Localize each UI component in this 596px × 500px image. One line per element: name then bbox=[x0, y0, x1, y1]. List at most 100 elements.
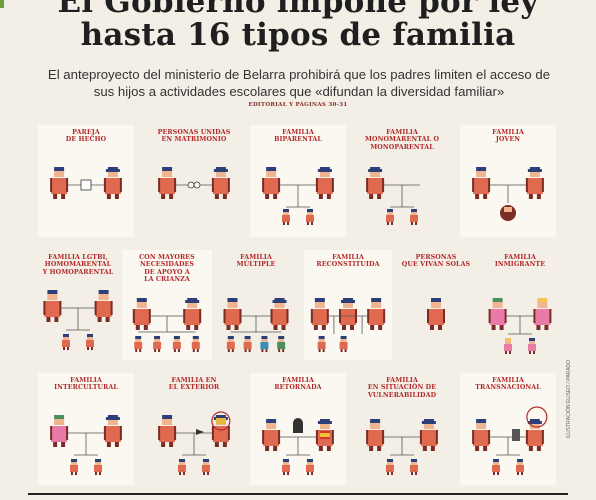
adult-figure-icon bbox=[533, 298, 552, 330]
family-type-title: FAMILIA TRANSNACIONAL bbox=[475, 377, 541, 392]
adult-figure-icon bbox=[50, 415, 69, 447]
family-illustration bbox=[223, 298, 289, 352]
child-figure-icon bbox=[70, 459, 78, 475]
child-figure-icon bbox=[386, 209, 394, 225]
ring-icon bbox=[193, 181, 201, 189]
family-type-title: FAMILIA RETORNADA bbox=[274, 377, 322, 392]
family-type-title: FAMILIA INTERCULTURAL bbox=[54, 377, 118, 392]
child-figure-icon bbox=[306, 459, 314, 475]
family-illustration bbox=[43, 290, 113, 350]
family-type-title: PERSONAS QUE VIVAN SOLAS bbox=[401, 254, 471, 269]
headline-line-1: El Gobierno impone por ley bbox=[57, 0, 539, 20]
family-illustration bbox=[427, 298, 445, 330]
family-panel-lgtbi: FAMILIA LGTBI, HOMOMARENTAL Y HOMOPARENT… bbox=[38, 250, 118, 360]
child-figure-icon bbox=[516, 459, 524, 475]
family-illustration bbox=[310, 298, 386, 352]
family-illustration bbox=[472, 406, 548, 475]
family-illustration bbox=[132, 298, 202, 352]
headline-line-2: hasta 16 tipos de familia bbox=[80, 17, 516, 53]
child-figure-icon bbox=[504, 338, 512, 354]
child-figure-icon bbox=[226, 336, 235, 352]
ring-icon bbox=[187, 181, 195, 189]
adult-figure-icon bbox=[94, 290, 113, 322]
child-figure-icon bbox=[317, 336, 326, 352]
adult-figure-icon bbox=[367, 298, 386, 330]
family-illustration bbox=[262, 418, 334, 475]
family-panel-viven-solas: PERSONAS QUE VIVAN SOLAS bbox=[396, 250, 476, 360]
family-illustration bbox=[158, 411, 231, 475]
child-figure-icon bbox=[172, 336, 181, 352]
child-figure-icon bbox=[62, 334, 70, 350]
adult-figure-icon bbox=[103, 415, 122, 447]
adult-figure-icon bbox=[262, 419, 281, 451]
family-panel-mayores-necesidades: CON MAYORES NECESIDADES DE APOYO A LA CR… bbox=[122, 250, 212, 360]
adult-figure-icon bbox=[43, 290, 62, 322]
family-type-title: FAMILIA INMIGRANTE bbox=[494, 254, 546, 269]
adult-figure-icon bbox=[132, 298, 151, 330]
adult-figure-icon bbox=[525, 167, 544, 199]
illustration-credit: ILUSTRACIÓN ELISEO / PARADO bbox=[566, 360, 572, 438]
adult-figure-icon bbox=[366, 167, 385, 199]
adult-figure-icon bbox=[366, 419, 385, 451]
adult-figure-icon bbox=[103, 167, 122, 199]
phone-icon bbox=[512, 429, 520, 441]
family-type-title: FAMILIA BIPARENTAL bbox=[274, 129, 322, 144]
family-panel-joven: FAMILIA JOVEN bbox=[460, 125, 556, 237]
family-panel-inmigrante: FAMILIA INMIGRANTE bbox=[480, 250, 560, 360]
family-illustration bbox=[366, 419, 438, 475]
child-figure-icon bbox=[134, 336, 143, 352]
family-illustration bbox=[472, 167, 544, 221]
adult-figure-icon bbox=[315, 167, 334, 199]
family-panel-pareja-de-hecho: PAREJA DE HECHO bbox=[38, 125, 134, 237]
family-panel-biparental: FAMILIA BIPARENTAL bbox=[250, 125, 346, 237]
family-panel-retornada: FAMILIA RETORNADA bbox=[250, 373, 346, 485]
child-figure-icon bbox=[492, 459, 500, 475]
child-figure-icon bbox=[260, 336, 269, 352]
adult-figure-icon bbox=[310, 298, 329, 330]
adult-figure-icon bbox=[223, 298, 242, 330]
editorial-reference: EDITORIAL Y PÁGINAS 30-31 bbox=[248, 102, 348, 108]
child-figure-icon bbox=[410, 459, 418, 475]
adult-figure-icon bbox=[158, 167, 177, 199]
adult-figure-icon bbox=[183, 298, 202, 330]
document-icon bbox=[80, 179, 92, 191]
family-panel-unidas-matrimonio: PERSONAS UNIDAS EN MATRIMONIO bbox=[146, 125, 242, 237]
adult-figure-icon bbox=[419, 419, 438, 451]
family-type-title: FAMILIA EN EL EXTERIOR bbox=[168, 377, 220, 392]
adult-figure-icon bbox=[488, 298, 507, 330]
child-figure-icon bbox=[277, 336, 286, 352]
family-type-title: FAMILIA EN SITUACIÓN DE VULNERABILIDAD bbox=[367, 377, 437, 399]
adult-figure-icon bbox=[525, 419, 544, 451]
family-type-title: CON MAYORES NECESIDADES DE APOYO A LA CR… bbox=[139, 254, 195, 284]
child-figure-icon bbox=[410, 209, 418, 225]
section-color-mark bbox=[0, 0, 4, 8]
subheadline: El anteproyecto del ministerio de Belarr… bbox=[47, 67, 551, 99]
family-type-title: FAMILIA MÚLTIPLE bbox=[236, 254, 276, 269]
family-panel-reconstituida: FAMILIA RECONSTITUIDA bbox=[304, 250, 392, 360]
child-figure-icon bbox=[528, 338, 536, 354]
family-illustration bbox=[366, 167, 420, 225]
child-figure-icon bbox=[243, 336, 252, 352]
headline: El Gobierno impone por ley hasta 16 tipo… bbox=[0, 0, 596, 52]
child-figure-icon bbox=[153, 336, 162, 352]
child-figure-icon bbox=[386, 459, 394, 475]
family-illustration bbox=[50, 167, 122, 199]
family-panel-transnacional: FAMILIA TRANSNACIONAL bbox=[460, 373, 556, 485]
adult-figure-icon bbox=[270, 298, 289, 330]
child-figure-icon bbox=[94, 459, 102, 475]
adult-figure-icon bbox=[211, 167, 230, 199]
child-figure-icon bbox=[191, 336, 200, 352]
family-panel-intercultural: FAMILIA INTERCULTURAL bbox=[38, 373, 134, 485]
family-illustration bbox=[158, 167, 230, 199]
child-figure-icon bbox=[178, 459, 186, 475]
adult-figure-icon bbox=[50, 167, 69, 199]
family-type-title: FAMILIA RECONSTITUIDA bbox=[316, 254, 380, 269]
panel-background bbox=[460, 373, 556, 485]
arch-door-icon bbox=[293, 418, 303, 433]
family-illustration bbox=[262, 167, 334, 225]
family-type-title: PERSONAS UNIDAS EN MATRIMONIO bbox=[157, 129, 231, 144]
adult-figure-icon bbox=[158, 415, 177, 447]
family-panel-monomarental: FAMILIA MONOMARENTAL O MONOPARENTAL bbox=[354, 125, 450, 237]
family-illustration bbox=[488, 298, 552, 354]
